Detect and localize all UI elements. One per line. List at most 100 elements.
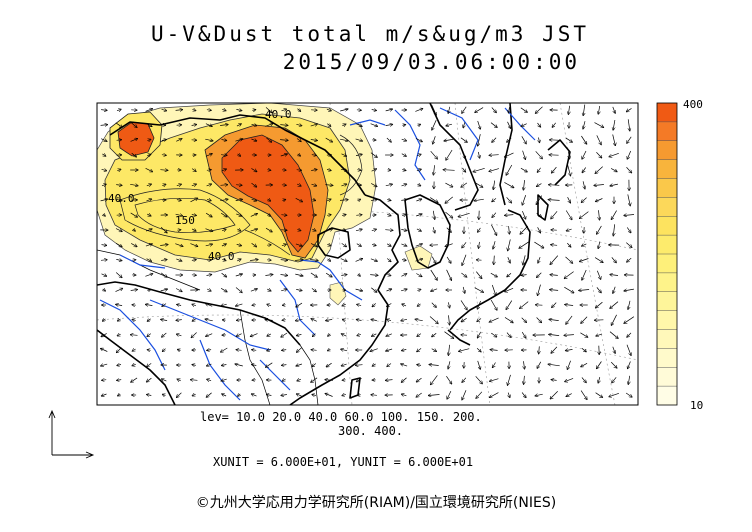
contour-label: 40.0 [265, 108, 292, 121]
wind-arrow [312, 229, 315, 231]
wind-arrow [267, 170, 270, 171]
wind-arrow [448, 361, 450, 368]
wind-arrow [443, 170, 455, 171]
wind-arrow [579, 290, 590, 291]
wind-arrow [341, 349, 348, 351]
wind-arrow [609, 331, 618, 339]
wind-arrow [524, 361, 525, 369]
wind-arrow [325, 394, 333, 397]
colorbar-swatch [657, 103, 677, 123]
wind-arrow [146, 304, 153, 305]
map-title-line1: U-V&Dust total m/s&ug/m3 JST [150, 22, 589, 46]
wind-arrow [447, 390, 452, 399]
wind-arrow [327, 215, 331, 216]
wind-arrow [265, 275, 272, 276]
wind-arrow [474, 287, 484, 293]
wind-arrow [235, 139, 242, 142]
wind-arrow [162, 303, 167, 307]
wind-arrow [491, 224, 496, 235]
wind-arrow [205, 139, 212, 141]
wind-arrow [417, 365, 422, 366]
wind-arrow [145, 244, 152, 246]
wind-arrow [462, 242, 467, 247]
wind-arrow [565, 378, 574, 381]
wind-arrow [462, 151, 465, 159]
wind-arrow [280, 125, 287, 126]
wind-arrow [568, 105, 569, 114]
wind-arrow [565, 305, 574, 306]
wind-arrow [311, 184, 317, 186]
wind-arrow [267, 349, 272, 351]
wind-arrow [296, 184, 301, 186]
wind-arrow [102, 394, 107, 396]
wind-arrow [581, 197, 587, 203]
wind-arrow [477, 300, 481, 309]
wind-arrow [520, 107, 527, 112]
wind-arrow [385, 109, 393, 111]
wind-arrow [506, 164, 513, 175]
wind-arrow [522, 194, 527, 205]
wind-arrow [146, 258, 152, 262]
wind-arrow [162, 379, 167, 381]
wind-arrow [161, 260, 167, 261]
wind-arrow [550, 275, 558, 276]
wind-arrow [205, 212, 212, 217]
colorbar-swatch [657, 272, 677, 293]
wind-arrow [310, 260, 318, 261]
graticule [97, 103, 638, 405]
wind-arrow [207, 350, 212, 351]
wind-arrow [402, 394, 407, 396]
wind-arrow [458, 212, 470, 216]
wind-arrow [371, 287, 376, 292]
wind-arrow [295, 274, 302, 276]
wind-arrow [445, 196, 454, 203]
wind-arrow [236, 350, 242, 351]
wind-arrow [206, 170, 211, 171]
wind-arrow [490, 350, 498, 351]
wind-arrow [387, 303, 392, 306]
wind-arrow [130, 184, 138, 185]
wind-arrow [160, 227, 167, 232]
wind-arrow [283, 305, 286, 306]
wind-arrow [355, 259, 363, 262]
wind-arrow [552, 122, 556, 127]
wind-arrow [326, 109, 331, 111]
wind-arrow [206, 199, 211, 200]
wind-arrow [282, 379, 286, 381]
wind-arrow [310, 272, 317, 277]
wind-vectors [100, 104, 635, 400]
wind-arrow [342, 215, 346, 216]
wind-arrow [613, 286, 616, 293]
contour-label: 40.0 [108, 192, 135, 205]
wind-arrow [505, 287, 514, 291]
wind-arrow [236, 109, 241, 110]
wind-arrow [102, 154, 105, 156]
wind-arrow [325, 185, 332, 186]
wind-arrow [117, 347, 122, 353]
colorbar-swatch [657, 348, 677, 368]
wind-arrow [507, 121, 511, 128]
wind-arrow [444, 139, 454, 141]
wind-arrow [477, 360, 481, 369]
wind-arrow [355, 229, 362, 230]
wind-arrow [342, 334, 347, 336]
wind-arrow [473, 167, 485, 171]
wind-arrow [446, 227, 451, 233]
wind-arrow [479, 241, 480, 248]
wind-arrow [238, 394, 240, 396]
wind-arrow [594, 257, 603, 263]
wind-arrow [613, 224, 614, 235]
wind-arrow [494, 255, 495, 265]
wind-arrow [415, 138, 422, 141]
wind-arrow [295, 244, 302, 246]
wind-arrow [370, 275, 378, 276]
wind-arrow [161, 109, 167, 110]
wind-arrow [429, 316, 438, 324]
wind-arrow [357, 334, 362, 335]
wind-arrow [177, 392, 182, 398]
wind-arrow [446, 256, 451, 263]
wind-arrow [580, 332, 587, 337]
wind-arrow [552, 302, 557, 308]
wind-arrow [538, 284, 541, 296]
wind-arrow [537, 361, 542, 368]
